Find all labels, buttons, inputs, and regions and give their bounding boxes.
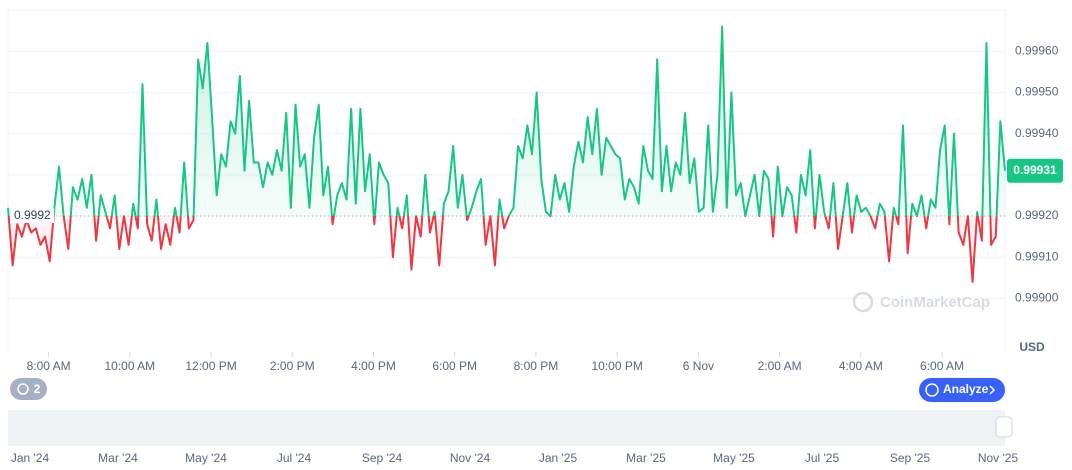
x-tick-label: 2:00 AM	[758, 359, 802, 373]
navigator-label: Jul '25	[805, 451, 840, 465]
baseline-label-bg	[10, 208, 54, 224]
unit-label: USD	[1019, 340, 1045, 354]
watermark: CoinMarketCap	[880, 294, 990, 311]
price-line	[7, 25, 1006, 283]
y-tick-label: 0.99940	[1015, 126, 1059, 140]
x-tick-label: 12:00 PM	[185, 359, 236, 373]
x-tick-label: 10:00 AM	[104, 359, 155, 373]
button-text[interactable]: Analyze	[943, 382, 989, 396]
navigator-label: Jan '24	[11, 451, 50, 465]
x-tick-label: 4:00 PM	[351, 359, 396, 373]
y-tick-label: 0.99950	[1015, 85, 1059, 99]
baseline-label: 0.9992	[14, 208, 51, 222]
history-badge[interactable]: 2	[10, 378, 47, 400]
navigator-label: Jan '25	[539, 451, 578, 465]
navigator-label: Nov '25	[978, 451, 1019, 465]
area	[8, 26, 1005, 282]
x-tick-label: 8:00 PM	[514, 359, 559, 373]
navigator-label: Mar '25	[626, 451, 666, 465]
x-tick-label: 6:00 PM	[432, 359, 477, 373]
badge-icon	[17, 383, 29, 395]
x-tick-label: 6:00 AM	[920, 359, 964, 373]
navigator-handle[interactable]	[995, 416, 1013, 438]
button-icon	[925, 383, 939, 397]
badge-text: 2	[34, 382, 41, 396]
button-chevron	[989, 385, 996, 395]
navigator[interactable]	[8, 410, 1005, 446]
button-bg[interactable]	[919, 378, 1005, 402]
price-badge-text: 0.99931	[1013, 163, 1057, 177]
navigator-label: May '25	[713, 451, 755, 465]
x-tick-label: 6 Nov	[683, 359, 714, 373]
navigator-label: Mar '24	[98, 451, 138, 465]
navigator-label: Nov '24	[450, 451, 491, 465]
x-tick-label: 4:00 AM	[839, 359, 883, 373]
x-tick-label: 2:00 PM	[270, 359, 315, 373]
analyze-button[interactable]: Analyze	[919, 378, 1005, 402]
x-tick-label: 10:00 PM	[591, 359, 642, 373]
y-tick-label: 0.99910	[1015, 249, 1059, 263]
navigator-label: May '24	[185, 451, 227, 465]
y-tick-label: 0.99900	[1015, 291, 1059, 305]
x-tick-label: 8:00 AM	[27, 359, 71, 373]
y-tick-label: 0.99920	[1015, 208, 1059, 222]
y-tick-label: 0.99960	[1015, 43, 1059, 57]
price-badge	[1007, 158, 1063, 183]
navigator-label: Jul '24	[277, 451, 312, 465]
navigator-label: Sep '25	[890, 451, 931, 465]
watermark-logo	[852, 291, 874, 313]
navigator-label: Sep '24	[362, 451, 403, 465]
